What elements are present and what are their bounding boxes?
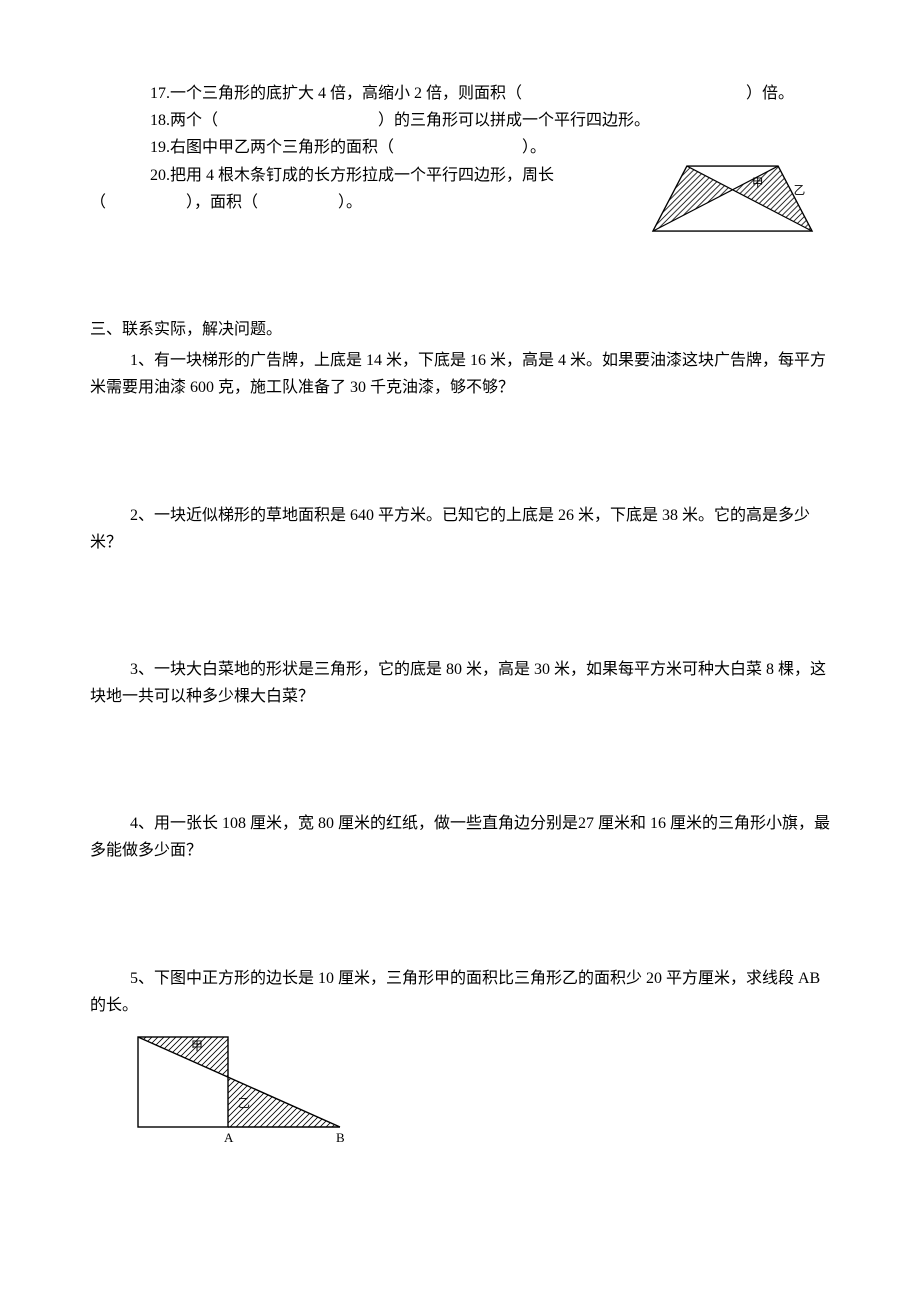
question-19: 19.右图中甲乙两个三角形的面积（ ）。 (150, 134, 830, 161)
problem-4: 4、用一张长 108 厘米，宽 80 厘米的红纸，做一些直角边分别是27 厘米和… (90, 810, 830, 864)
svg-text:乙: 乙 (794, 184, 806, 197)
svg-text:B: B (336, 1130, 345, 1144)
problem-1: 1、有一块梯形的广告牌，上底是 14 米，下底是 16 米，高是 4 米。如果要… (90, 347, 830, 401)
section-3-title: 三、联系实际，解决问题。 (90, 316, 830, 343)
svg-text:甲: 甲 (191, 1039, 203, 1053)
problem-3-text: 3、一块大白菜地的形状是三角形，它的底是 80 米，高是 30 米，如果每平方米… (90, 661, 826, 705)
square-triangle-figure: 甲 乙 A B (130, 1029, 360, 1144)
problem-2-text: 2、一块近似梯形的草地面积是 640 平方米。已知它的上底是 26 米，下底是 … (90, 507, 810, 551)
question-17: 17.一个三角形的底扩大 4 倍，高缩小 2 倍，则面积（ ）倍。 (150, 80, 830, 107)
svg-text:甲: 甲 (752, 176, 764, 189)
svg-text:乙: 乙 (238, 1096, 250, 1110)
svg-text:A: A (224, 1130, 234, 1144)
problem-2: 2、一块近似梯形的草地面积是 640 平方米。已知它的上底是 26 米，下底是 … (90, 502, 830, 556)
problem-4-text: 4、用一张长 108 厘米，宽 80 厘米的红纸，做一些直角边分别是27 厘米和… (90, 815, 830, 859)
problem-1-text: 1、有一块梯形的广告牌，上底是 14 米，下底是 16 米，高是 4 米。如果要… (90, 352, 826, 396)
fill-in-block: 17.一个三角形的底扩大 4 倍，高缩小 2 倍，则面积（ ）倍。 18.两个（… (90, 80, 830, 216)
problem-3: 3、一块大白菜地的形状是三角形，它的底是 80 米，高是 30 米，如果每平方米… (90, 656, 830, 710)
question-18: 18.两个（ ）的三角形可以拼成一个平行四边形。 (150, 107, 830, 134)
problem-5-text: 5、下图中正方形的边长是 10 厘米，三角形甲的面积比三角形乙的面积少 20 平… (90, 970, 820, 1014)
trapezoid-figure: 甲 乙 (650, 160, 815, 242)
problem-5: 5、下图中正方形的边长是 10 厘米，三角形甲的面积比三角形乙的面积少 20 平… (90, 965, 830, 1019)
